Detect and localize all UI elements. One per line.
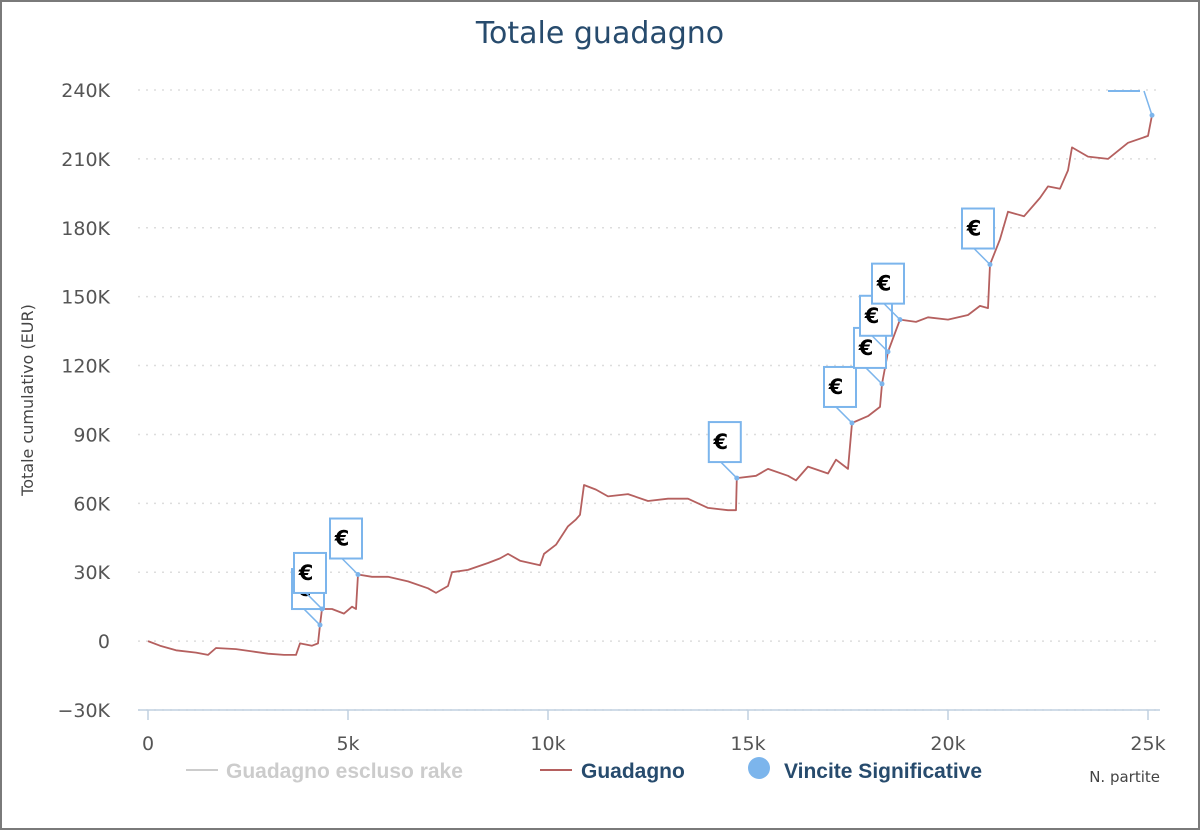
legend-item-guadagno[interactable]: Guadagno [540, 760, 685, 783]
y-tick-label: 0 [98, 631, 110, 653]
x-tick-label: 5k [336, 733, 359, 755]
legend-label-vincite-significative: Vincite Significative [784, 760, 982, 783]
flag-anchor-point [879, 381, 885, 387]
y-tick-label: 30K [73, 562, 110, 584]
flag-anchor-point [897, 317, 903, 323]
flag-connector [973, 247, 991, 266]
x-axis: 0 5k 10k 15k 20k 25k [138, 709, 1166, 755]
flag-connector [835, 406, 853, 424]
flag-box [707, 421, 742, 464]
x-tick-label: 20k [930, 733, 965, 755]
flag-connector [305, 592, 323, 610]
legend-marker-vincite-significative [748, 757, 770, 779]
x-axis-label: N. partite [1089, 768, 1160, 786]
legend-item-guadagno-escluso-rake[interactable]: Guadagno escluso rake [186, 760, 463, 783]
legend-label-guadagno-escluso-rake: Guadagno escluso rake [226, 760, 463, 783]
y-tick-label: 240K [61, 80, 110, 102]
flag-euro-symbol: € [966, 217, 982, 241]
flag-connector [720, 461, 738, 479]
x-tick-label: 10k [530, 733, 565, 755]
flag-box [961, 207, 995, 250]
flag-anchor-point [885, 349, 891, 355]
x-tick-label: 25k [1130, 733, 1165, 755]
x-tick-label: 0 [142, 733, 154, 755]
flag-marker[interactable]: € [329, 517, 363, 578]
flag-marker[interactable]: € [961, 207, 995, 268]
flag-marker[interactable] [1108, 90, 1155, 118]
flag-connector [341, 557, 359, 576]
legend-item-vincite-significative[interactable]: Vincite Significative [748, 757, 982, 783]
y-axis-label: Totale cumulativo (EUR) [18, 304, 37, 497]
flag-connector [1143, 90, 1153, 116]
chart-title: Totale guadagno [475, 16, 724, 51]
flag-connector [883, 303, 901, 321]
flag-marker[interactable]: € [823, 365, 857, 426]
flag-series-vincite: €€€€€€€€€ [291, 90, 1155, 628]
flag-euro-symbol: € [876, 272, 892, 296]
y-tick-label: 180K [61, 218, 110, 240]
y-tick-label: −30K [57, 700, 110, 722]
flag-box [871, 262, 905, 305]
y-tick-label: 60K [73, 493, 110, 515]
flag-box [329, 517, 363, 560]
y-tick-label: 90K [73, 424, 110, 446]
flag-marker[interactable]: € [871, 262, 905, 323]
flag-box [823, 365, 857, 408]
flag-anchor-point [355, 572, 361, 578]
flag-anchor-point [319, 606, 325, 612]
flag-anchor-point [317, 622, 323, 628]
y-tick-label: 150K [61, 287, 110, 309]
flag-marker[interactable]: € [293, 551, 327, 612]
flag-connector [871, 335, 889, 353]
flag-euro-symbol: € [298, 561, 314, 585]
flag-box [293, 551, 327, 594]
legend-label-guadagno: Guadagno [581, 760, 685, 783]
flag-connector [303, 608, 321, 626]
flag-euro-symbol: € [828, 375, 844, 399]
flag-anchor-point [849, 420, 855, 426]
y-axis-ticks: −30K 0 30K 60K 90K 120K 150K 180K 210K 240K [57, 80, 110, 722]
y-tick-label: 210K [61, 149, 110, 171]
x-tick-label: 15k [730, 733, 765, 755]
flag-euro-symbol: € [334, 527, 350, 551]
flag-anchor-point [734, 475, 740, 481]
flag-euro-symbol: € [858, 336, 874, 360]
legend: Guadagno escluso rake Guadagno Vincite S… [186, 757, 982, 783]
flag-euro-symbol: € [712, 430, 728, 454]
flag-anchor-point [987, 262, 993, 268]
y-tick-label: 120K [61, 356, 110, 378]
flag-euro-symbol: € [864, 304, 880, 328]
flag-anchor-point [1149, 112, 1155, 118]
grid-lines [138, 89, 1160, 711]
flag-connector [865, 367, 883, 385]
flag-marker[interactable]: € [707, 421, 742, 481]
